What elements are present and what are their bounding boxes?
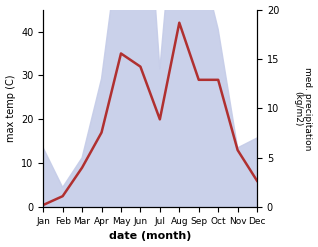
- Y-axis label: med. precipitation
(kg/m2): med. precipitation (kg/m2): [293, 67, 313, 150]
- X-axis label: date (month): date (month): [109, 231, 191, 242]
- Y-axis label: max temp (C): max temp (C): [5, 75, 16, 142]
